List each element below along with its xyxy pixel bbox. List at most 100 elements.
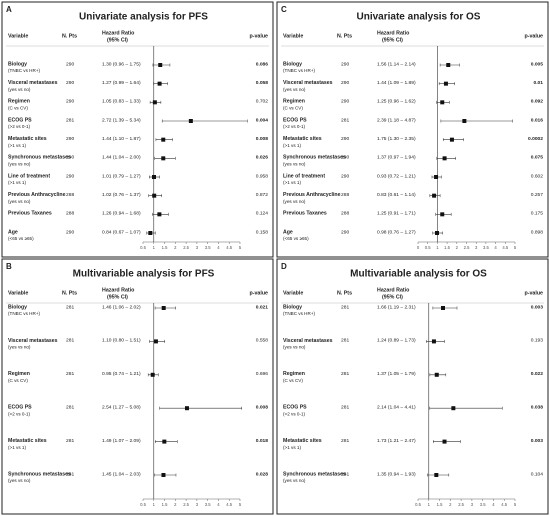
x-tick-label: 1 — [436, 245, 439, 250]
variable-sublabel: (yes vs no) — [283, 345, 306, 350]
hazard-ratio-label: 1.01 (0.79 – 1.27) — [102, 173, 141, 179]
p-value: 0.558 — [256, 338, 269, 344]
n-patients: 281 — [341, 471, 349, 477]
p-value: 0.872 — [256, 192, 269, 198]
n-patients: 288 — [66, 192, 74, 198]
p-value: 0.124 — [256, 211, 269, 217]
x-tick-label: 2.5 — [464, 245, 470, 250]
hazard-ratio-label: 1.02 (0.76 – 1.37) — [102, 192, 141, 198]
hazard-ratio-point — [184, 406, 189, 411]
hazard-ratio-point — [161, 306, 166, 310]
p-value: 0.028 — [256, 471, 269, 477]
column-header: (95% CI) — [107, 37, 128, 43]
hazard-ratio-point — [150, 372, 155, 377]
p-value: 0.021 — [256, 304, 269, 310]
column-header: (95% CI) — [107, 294, 128, 300]
variable-label: Synchronous metastases — [283, 155, 346, 161]
p-value: 0.702 — [256, 99, 269, 105]
n-patients: 281 — [341, 404, 349, 410]
hazard-ratio-label: 1.56 (1.14 – 2.14) — [377, 61, 416, 67]
x-tick-label: 1.5 — [162, 245, 168, 250]
hazard-ratio-point — [441, 306, 446, 310]
variable-label: Age — [283, 229, 293, 235]
variable-sublabel: (TNBC vs HR+) — [283, 311, 315, 316]
variable-label: Visceral metastases — [283, 80, 333, 86]
p-value: 0.898 — [531, 229, 544, 235]
hazard-ratio-point — [434, 473, 439, 477]
x-tick-label: 1.5 — [437, 502, 443, 507]
x-tick-label: 0.5 — [140, 502, 146, 507]
p-value: 0.602 — [531, 173, 544, 179]
hazard-ratio-point — [442, 439, 447, 444]
hazard-ratio-point — [446, 63, 451, 67]
x-tick-label: 5 — [514, 502, 517, 507]
variable-sublabel: (yes vs no) — [8, 162, 31, 167]
p-value: 0.092 — [531, 99, 544, 105]
variable-label: Biology — [8, 304, 27, 310]
variable-sublabel: (<65 vs ≥65) — [8, 236, 34, 241]
hazard-ratio-point — [443, 81, 448, 86]
hazard-ratio-point — [449, 137, 454, 142]
variable-label: Line of treatment — [283, 173, 325, 179]
variable-sublabel: (>1 vs 1) — [8, 180, 26, 185]
n-patients: 290 — [66, 155, 74, 161]
n-patients: 290 — [66, 136, 74, 142]
variable-label: Previous Taxanes — [283, 211, 327, 217]
x-tick-label: 3 — [475, 245, 478, 250]
n-patients: 290 — [341, 229, 349, 235]
variable-label: Previous Anthracycline — [283, 192, 341, 198]
x-tick-label: 2 — [456, 245, 459, 250]
panel-letter: C — [281, 5, 287, 14]
variable-label: Synchronous metastases — [283, 471, 346, 477]
column-header: p-value — [524, 290, 543, 296]
variable-label: Regimen — [283, 371, 305, 377]
hazard-ratio-label: 2.54 (1.27 – 5.08) — [102, 404, 141, 410]
x-tick-label: 3 — [196, 245, 199, 250]
variable-sublabel: (C vs CV) — [8, 378, 28, 383]
variable-sublabel: (C vs CV) — [283, 378, 303, 383]
variable-sublabel: (>2 vs 0-1) — [283, 411, 306, 416]
x-tick-label: 4.5 — [226, 245, 232, 250]
p-value: 0.0002 — [528, 136, 543, 142]
x-tick-label: 2.5 — [183, 245, 189, 250]
hazard-ratio-label: 1.27 (0.99 – 1.64) — [102, 80, 141, 86]
variable-label: ECOG PS — [8, 117, 32, 123]
panel-title: Univariate analysis for OS — [357, 12, 481, 23]
variable-label: Synchronous metastases — [8, 155, 71, 161]
variable-label: Biology — [283, 304, 302, 310]
variable-label: ECOG PS — [283, 405, 307, 411]
n-patients: 281 — [66, 404, 74, 410]
hazard-ratio-label: 1.05 (0.83 – 1.33) — [102, 99, 141, 105]
p-value: 0.075 — [531, 155, 544, 161]
x-tick-label: 3.5 — [480, 502, 486, 507]
panel-border — [1, 1, 274, 258]
column-header: N. Pts — [62, 33, 77, 39]
panel-letter: A — [6, 5, 12, 14]
hazard-ratio-label: 1.35 (0.94 – 1.93) — [377, 471, 416, 477]
column-header: p-value — [249, 290, 268, 296]
hazard-ratio-label: 1.66 (1.19 – 2.31) — [377, 304, 416, 310]
hazard-ratio-point — [440, 100, 445, 105]
n-patients: 281 — [66, 304, 74, 310]
variable-sublabel: (>2 vs 0-1) — [283, 124, 306, 129]
p-value: 0.01 — [533, 80, 543, 86]
variable-label: ECOG PS — [283, 117, 307, 123]
p-value: 0.018 — [256, 438, 269, 444]
variable-label: Regimen — [8, 99, 30, 105]
x-tick-label: 3.5 — [205, 502, 211, 507]
n-patients: 290 — [341, 136, 349, 142]
x-tick-label: 1.5 — [162, 502, 168, 507]
variable-sublabel: (>2 vs 0-1) — [8, 124, 31, 129]
column-header: Hazard Ratio — [102, 30, 135, 36]
hazard-ratio-point — [157, 81, 162, 86]
n-patients: 288 — [66, 211, 74, 217]
column-header: N. Pts — [337, 290, 352, 296]
variable-sublabel: (C vs CV) — [283, 106, 303, 111]
hazard-ratio-point — [153, 339, 158, 344]
hazard-ratio-label: 1.49 (1.07 – 2.09) — [102, 438, 141, 444]
p-value: 0.257 — [531, 192, 544, 198]
p-value: 0.003 — [531, 438, 544, 444]
hazard-ratio-label: 1.26 (0.94 – 1.68) — [102, 211, 141, 217]
n-patients: 281 — [341, 117, 349, 123]
